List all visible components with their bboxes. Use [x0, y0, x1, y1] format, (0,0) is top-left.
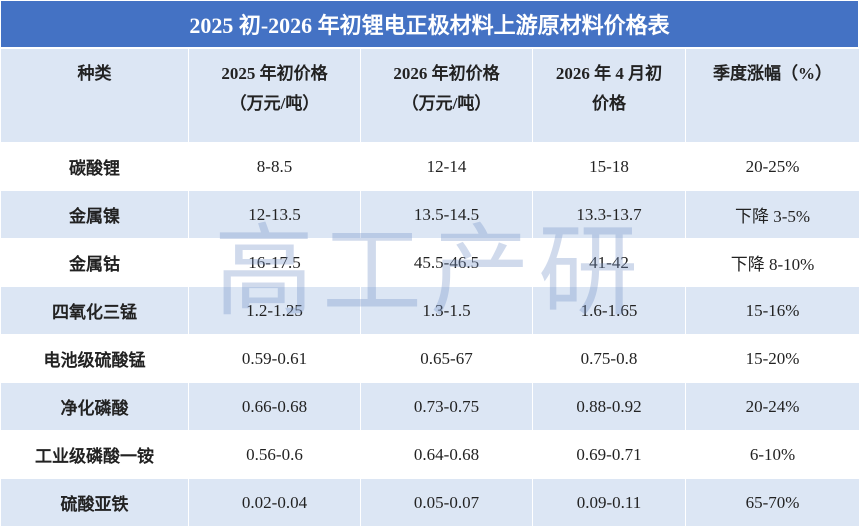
value-cell: 下降 8-10% — [685, 238, 859, 287]
header-cell: 季度涨幅（%） — [685, 48, 859, 143]
price-table: 种类 2025 年初价格 （万元/吨） 2026 年初价格 （万元/吨） 2026 年 4… — [0, 48, 859, 527]
value-cell: 0.66-0.68 — [188, 382, 361, 431]
value-cell: 1.3-1.5 — [360, 286, 533, 335]
header-cell: 2026 年 4 月初 价格 — [532, 48, 686, 143]
table-row: 四氧化三锰 1.2-1.25 1.3-1.5 1.6-1.65 15-16% — [0, 286, 859, 335]
value-cell: 20-24% — [685, 382, 859, 431]
header-text: 2025 年初价格 — [221, 64, 328, 83]
table-row: 碳酸锂 8-8.5 12-14 15-18 20-25% — [0, 142, 859, 191]
value-cell: 13.5-14.5 — [360, 190, 533, 239]
category-cell: 电池级硫酸锰 — [0, 334, 189, 383]
header-text: 2026 年 4 月初 — [555, 64, 663, 83]
table-body: 碳酸锂 8-8.5 12-14 15-18 20-25% 金属镍 12-13.5 13.5-1… — [0, 142, 859, 527]
value-cell: 1.2-1.25 — [188, 286, 361, 335]
category-cell: 金属镍 — [0, 190, 189, 239]
value-cell: 15-18 — [532, 142, 686, 191]
value-cell: 0.59-0.61 — [188, 334, 361, 383]
value-cell: 16-17.5 — [188, 238, 361, 287]
header-cell: 2026 年初价格 （万元/吨） — [360, 48, 533, 143]
value-cell: 0.09-0.11 — [532, 478, 686, 527]
table-row: 金属镍 12-13.5 13.5-14.5 13.3-13.7 下降 3-5% — [0, 190, 859, 239]
value-cell: 0.75-0.8 — [532, 334, 686, 383]
value-cell: 0.65-67 — [360, 334, 533, 383]
table-row: 净化磷酸 0.66-0.68 0.73-0.75 0.88-0.92 20-24% — [0, 382, 859, 431]
value-cell: 8-8.5 — [188, 142, 361, 191]
header-text: （万元/吨） — [401, 94, 492, 113]
value-cell: 15-20% — [685, 334, 859, 383]
header-text: 季度涨幅（%） — [713, 64, 832, 83]
category-cell: 净化磷酸 — [0, 382, 189, 431]
header-cell: 2025 年初价格 （万元/吨） — [188, 48, 361, 143]
category-cell: 碳酸锂 — [0, 142, 189, 191]
value-cell: 15-16% — [685, 286, 859, 335]
value-cell: 0.88-0.92 — [532, 382, 686, 431]
table-row: 金属钴 16-17.5 45.5-46.5 41-42 下降 8-10% — [0, 238, 859, 287]
value-cell: 1.6-1.65 — [532, 286, 686, 335]
header-text: 价格 — [592, 94, 626, 113]
value-cell: 65-70% — [685, 478, 859, 527]
category-cell: 工业级磷酸一铵 — [0, 430, 189, 479]
table-row: 电池级硫酸锰 0.59-0.61 0.65-67 0.75-0.8 15-20% — [0, 334, 859, 383]
value-cell: 13.3-13.7 — [532, 190, 686, 239]
value-cell: 45.5-46.5 — [360, 238, 533, 287]
category-cell: 金属钴 — [0, 238, 189, 287]
header-text: （万元/吨） — [229, 94, 320, 113]
table-row: 工业级磷酸一铵 0.56-0.6 0.64-0.68 0.69-0.71 6-10% — [0, 430, 859, 479]
header-text: 2026 年初价格 — [393, 64, 500, 83]
value-cell: 0.69-0.71 — [532, 430, 686, 479]
header-cell: 种类 — [0, 48, 189, 143]
value-cell: 0.02-0.04 — [188, 478, 361, 527]
category-cell: 硫酸亚铁 — [0, 478, 189, 527]
value-cell: 0.05-0.07 — [360, 478, 533, 527]
header-row: 种类 2025 年初价格 （万元/吨） 2026 年初价格 （万元/吨） 2026 年 4… — [0, 48, 859, 143]
value-cell: 6-10% — [685, 430, 859, 479]
value-cell: 0.56-0.6 — [188, 430, 361, 479]
header-text: 种类 — [77, 64, 112, 83]
value-cell: 下降 3-5% — [685, 190, 859, 239]
value-cell: 0.73-0.75 — [360, 382, 533, 431]
value-cell: 41-42 — [532, 238, 686, 287]
category-cell: 四氧化三锰 — [0, 286, 189, 335]
value-cell: 0.64-0.68 — [360, 430, 533, 479]
table-title: 2025 初-2026 年初锂电正极材料上游原材料价格表 — [0, 0, 859, 48]
value-cell: 20-25% — [685, 142, 859, 191]
value-cell: 12-13.5 — [188, 190, 361, 239]
value-cell: 12-14 — [360, 142, 533, 191]
table-row: 硫酸亚铁 0.02-0.04 0.05-0.07 0.09-0.11 65-70% — [0, 478, 859, 527]
